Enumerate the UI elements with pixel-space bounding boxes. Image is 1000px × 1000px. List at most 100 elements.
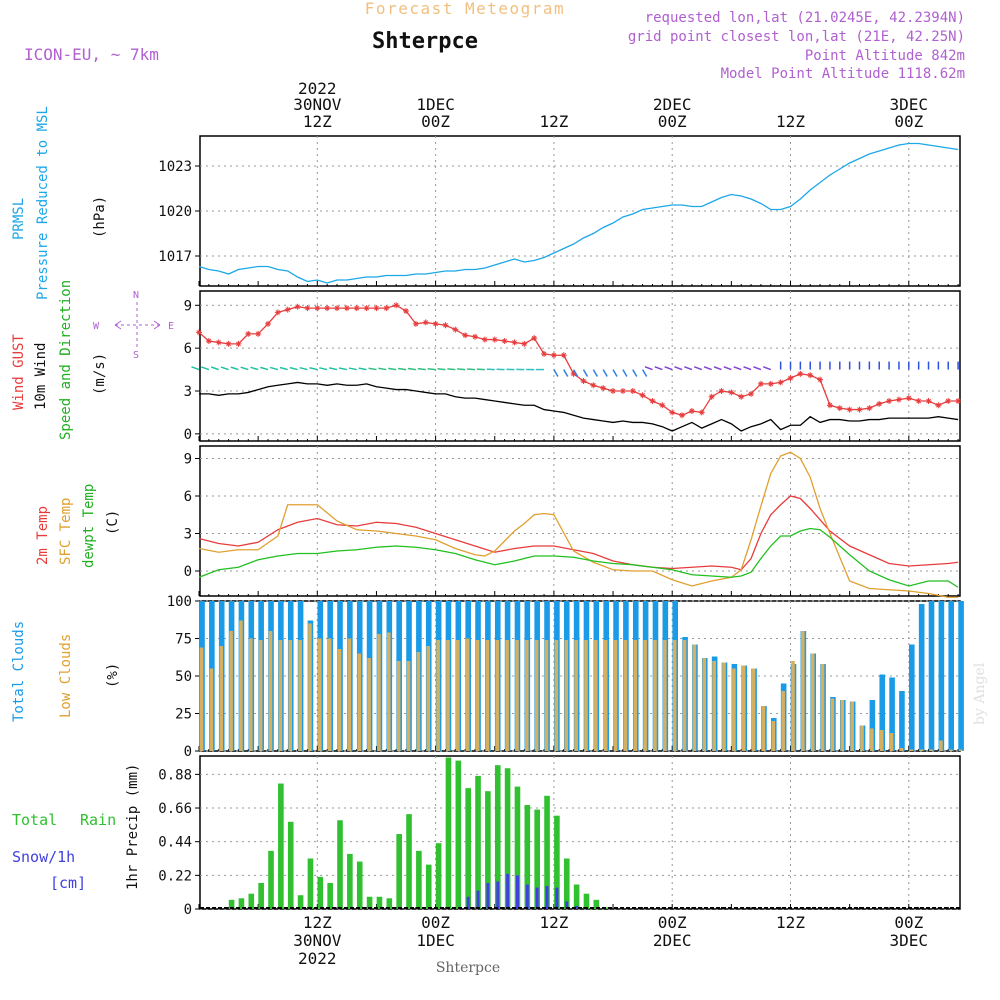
wind-arrow [674, 366, 683, 371]
low-cloud-bar [426, 646, 431, 751]
rain-bar [307, 858, 314, 909]
rain-bar [544, 795, 550, 909]
low-cloud-bar [879, 730, 884, 751]
model-label: ICON-EU, ~ 7km [24, 45, 159, 64]
total-clouds-label: Total Clouds [11, 621, 27, 722]
low-cloud-bar [396, 661, 401, 751]
requested-location: requested lon,lat (21.0245E, 42.2394N) [645, 10, 965, 26]
low-cloud-bar [318, 638, 322, 751]
low-cloud-bar [268, 631, 273, 751]
panel-frame-2 [199, 445, 961, 597]
series-line [198, 142, 959, 284]
pressure-label-a: PRMSL [11, 198, 27, 240]
wind-arrow [592, 369, 598, 377]
gust-point [610, 388, 617, 394]
rain-bar [376, 896, 383, 909]
rain-bar [534, 809, 540, 909]
snow-bar [476, 890, 480, 909]
low-cloud-bar [712, 661, 716, 751]
wind-arrow [191, 366, 200, 371]
top-time-date: 30NOV [293, 95, 342, 114]
bottom-time-date: 3DEC [890, 931, 929, 950]
low-cloud-bar [584, 640, 588, 751]
rain-bar [445, 757, 452, 909]
low-cloud-bar [416, 652, 421, 751]
wind-arrow [694, 366, 703, 371]
clouds-unit: (%) [105, 663, 121, 688]
gust-point [383, 305, 390, 312]
gust-point [205, 338, 212, 344]
ytick-label: 1020 [158, 204, 192, 220]
wind-arrow [427, 367, 436, 371]
gust-point [412, 320, 419, 327]
gust-point [550, 352, 557, 359]
snow-bar [565, 901, 569, 909]
rain-bar [425, 864, 432, 909]
low-cloud-bar [248, 638, 253, 751]
gust-point [905, 395, 912, 402]
low-cloud-bar [741, 665, 746, 751]
rain-bar [435, 843, 442, 909]
wind-arrow [664, 366, 673, 371]
wind-arrow [407, 367, 416, 371]
wind-arrow [644, 366, 653, 371]
wind-dir-label: Speed and Direction [58, 280, 74, 440]
low-cloud-bar [456, 640, 460, 751]
low-cloud-bar [929, 749, 933, 751]
sfctemp-label: SFC Temp [58, 498, 74, 565]
low-cloud-bar [653, 640, 657, 751]
rain-bar [524, 804, 531, 909]
wind-arrow [703, 366, 712, 371]
total-cloud-bar [909, 644, 915, 751]
ytick-label: 0.44 [158, 835, 192, 851]
gust-point [225, 340, 232, 347]
low-cloud-bar [633, 640, 638, 751]
ytick-label: 50 [175, 669, 192, 685]
rain-bar [475, 775, 481, 909]
low-cloud-bar [436, 640, 440, 751]
gust-point [570, 370, 577, 377]
gust-point [767, 380, 774, 387]
wind-arrow [632, 369, 638, 377]
wind-arrow [457, 368, 466, 371]
gust-point [945, 398, 952, 404]
low-cloud-bar [663, 640, 667, 751]
rain-bar [248, 893, 255, 909]
low-cloud-bar [199, 647, 204, 751]
gust-point [422, 319, 429, 326]
top-time-hour: 12Z [303, 112, 332, 131]
rain-bar [268, 850, 274, 909]
wind-arrow [397, 367, 407, 371]
rain-bar [287, 821, 294, 909]
rain-bar [416, 850, 422, 909]
gust-point [619, 388, 626, 394]
rain-bar [494, 765, 501, 909]
top-time-hour: 00Z [421, 112, 450, 131]
ytick-label: 6 [184, 341, 192, 357]
low-cloud-bar [564, 640, 569, 751]
snow-bar [515, 875, 519, 909]
rain-bar [563, 858, 570, 909]
gust-point [462, 332, 469, 339]
low-cloud-bar [229, 631, 233, 751]
low-cloud-bar [761, 706, 766, 751]
pressure-unit: (hPa) [92, 196, 108, 238]
wind-arrow [378, 367, 387, 371]
wind-arrow [201, 366, 210, 371]
ytick-label: 0 [184, 902, 192, 918]
wind-arrow [240, 366, 249, 371]
gust-point [777, 379, 784, 386]
top-time-date: 3DEC [890, 95, 929, 114]
low-cloud-bar [899, 748, 904, 751]
rain-bar [514, 786, 521, 909]
rain-bar [337, 820, 343, 909]
low-cloud-bar [544, 640, 549, 751]
snow-bar [575, 905, 579, 909]
compass-w: W [93, 321, 100, 332]
low-cloud-bar [357, 653, 362, 751]
rain-bar [228, 899, 235, 909]
gust-point [826, 402, 833, 409]
low-cloud-bar [702, 658, 707, 751]
wind-10m-label: 10m Wind [33, 343, 49, 410]
top-time-hour: 00Z [658, 112, 687, 131]
